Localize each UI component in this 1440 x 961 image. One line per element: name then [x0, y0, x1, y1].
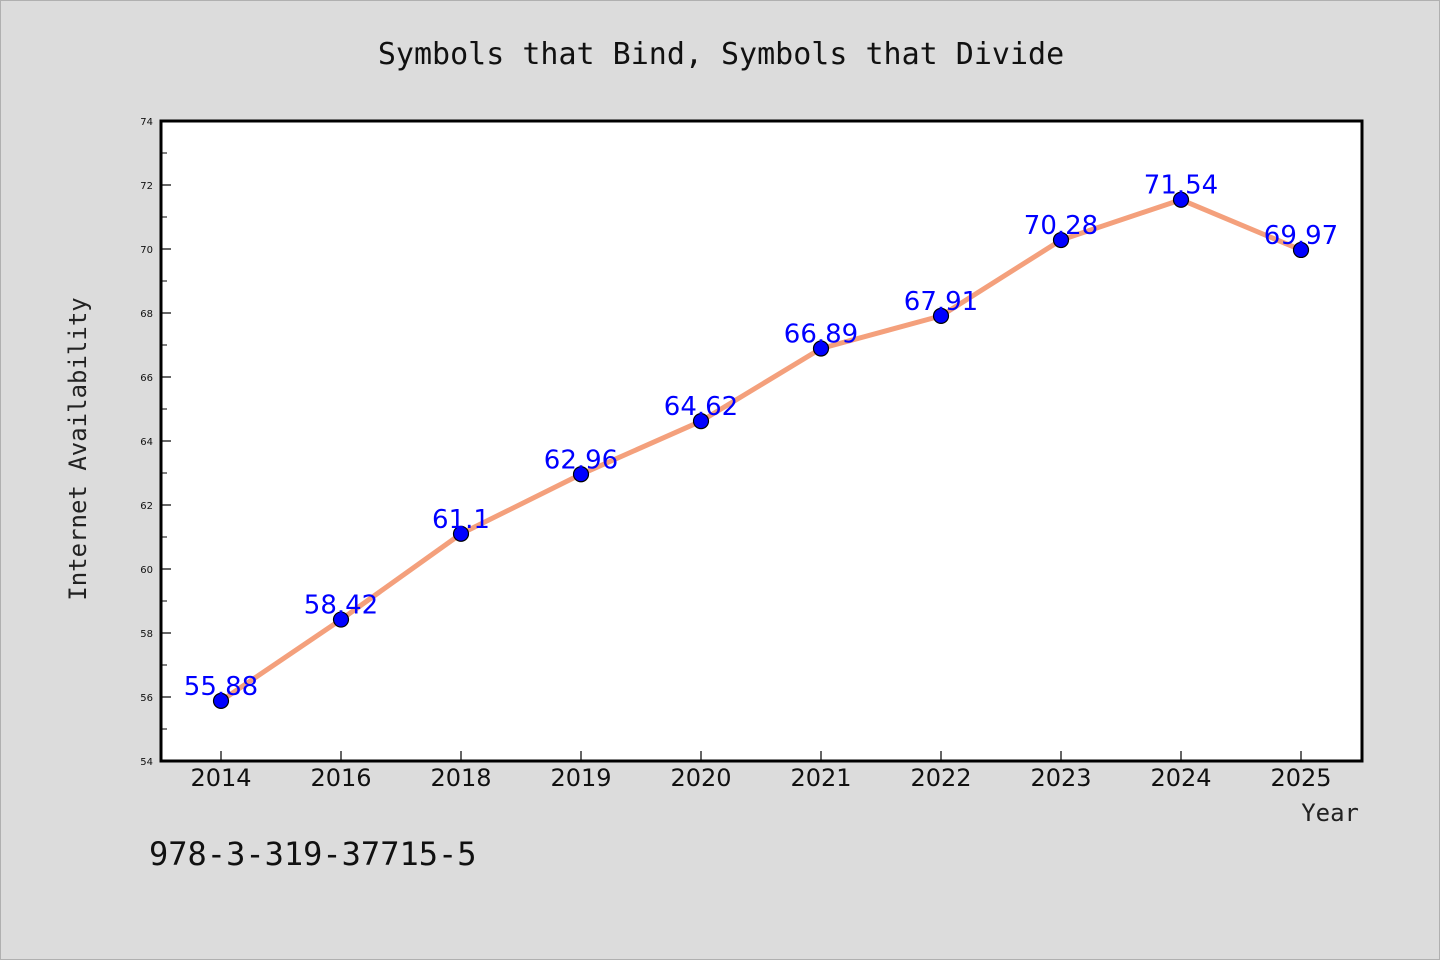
y-tick-label: 64 — [140, 437, 153, 448]
y-tick-label: 66 — [140, 373, 153, 384]
x-tick-label: 2018 — [430, 764, 491, 792]
data-point — [452, 525, 470, 542]
data-label: 62.96 — [544, 445, 618, 475]
y-tick-label: 60 — [140, 565, 153, 576]
x-axis-ticks: 2014 2016 2018 2019 2020 2021 2022 2023 2024 2025 — [190, 751, 1332, 792]
data-label: 66.89 — [784, 320, 858, 350]
y-tick-label: 56 — [140, 693, 153, 704]
x-axis-title: Year — [1301, 799, 1359, 827]
y-tick-label: 54 — [140, 757, 153, 768]
data-point — [1172, 191, 1190, 208]
data-point — [572, 466, 590, 483]
x-tick-label: 2024 — [1150, 764, 1211, 792]
data-label: 55.88 — [184, 672, 258, 702]
data-point — [1292, 241, 1310, 259]
data-label: 67.91 — [904, 287, 978, 317]
series-line-group — [218, 197, 1304, 704]
data-label: 64.62 — [664, 392, 738, 422]
y-tick-label: 74 — [140, 117, 153, 128]
y-tick-label: 62 — [140, 501, 153, 512]
data-label: 58.42 — [304, 591, 378, 621]
y-tick-label: 58 — [140, 629, 153, 640]
data-point — [932, 307, 950, 324]
data-point — [212, 692, 230, 709]
data-label: 70.28 — [1024, 211, 1098, 241]
chart-title: Symbols that Bind, Symbols that Divide — [378, 37, 1064, 72]
data-label: 69.97 — [1264, 221, 1338, 251]
data-label: 71.54 — [1144, 171, 1218, 201]
y-tick-label: 70 — [140, 245, 153, 256]
data-point — [812, 340, 830, 357]
y-tick-label: 72 — [140, 181, 153, 192]
isbn-text: 978-3-319-37715-5 — [149, 835, 477, 873]
data-labels: 55.88 58.42 61.1 62.96 64.62 66.89 67.91 70.28 7… — [184, 171, 1338, 702]
y-axis-ticks: 54 56 58 60 62 64 66 68 70 72 74 — [140, 117, 171, 768]
x-tick-label: 2022 — [910, 764, 971, 792]
x-tick-label: 2025 — [1270, 764, 1331, 792]
data-point — [332, 611, 350, 628]
x-tick-label: 2021 — [790, 764, 851, 792]
y-tick-label: 68 — [140, 309, 153, 320]
x-tick-label: 2020 — [670, 764, 731, 792]
x-tick-label: 2014 — [190, 764, 251, 792]
x-tick-label: 2016 — [310, 764, 371, 792]
plot-area — [159, 119, 1364, 763]
data-label: 61.1 — [432, 505, 490, 535]
x-tick-label: 2023 — [1030, 764, 1091, 792]
x-tick-label: 2019 — [550, 764, 611, 792]
data-point — [692, 413, 710, 430]
y-axis-title: Internet Availability — [64, 297, 92, 600]
data-point — [1052, 231, 1070, 249]
series-line — [218, 197, 1304, 704]
series-markers — [212, 191, 1310, 709]
